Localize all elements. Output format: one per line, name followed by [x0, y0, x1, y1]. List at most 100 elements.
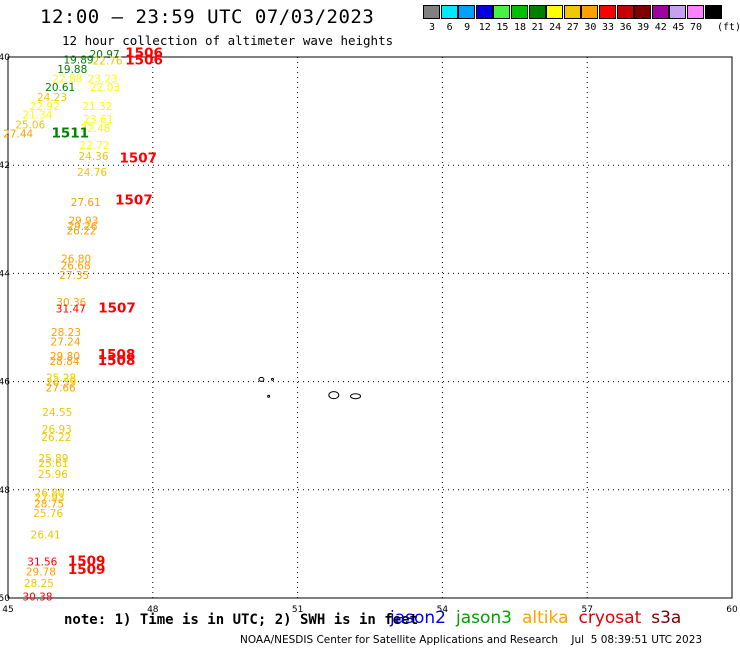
satellite-name: jason2 — [390, 608, 446, 628]
island-outline — [271, 377, 275, 381]
pressure-label: 1507 — [115, 193, 153, 209]
wave-height-value: 22.88 — [52, 73, 82, 85]
wave-height-value: 30.38 — [22, 592, 52, 604]
lat-tick-label: -50 — [0, 594, 10, 604]
pressure-label: 1507 — [98, 300, 136, 316]
credit-line: NOAA/NESDIS Center for Satellite Applica… — [240, 634, 703, 646]
lat-tick-label: -48 — [0, 486, 10, 496]
wave-height-value: 20.61 — [45, 82, 75, 94]
wave-height-value: 25.61 — [38, 458, 68, 470]
wave-height-value: 29.26 — [67, 221, 97, 233]
lon-tick-label: 45 — [2, 605, 13, 615]
wave-height-value: 28.25 — [24, 578, 54, 590]
satellite-legend: jason2 jason3 altika cryosat s3a — [390, 608, 691, 628]
pressure-label: 1508 — [98, 347, 136, 363]
legend-swatch — [651, 5, 669, 19]
island-outline — [258, 376, 265, 382]
pressure-label: 1506 — [125, 46, 163, 62]
wave-height-value: 29.80 — [50, 351, 80, 363]
wave-height-value: 29.78 — [26, 566, 56, 578]
legend-swatch — [599, 5, 616, 19]
wave-height-value: 26.80 — [61, 254, 91, 266]
wave-height-value: 29.93 — [68, 216, 98, 228]
legend-label: 3 — [428, 22, 436, 33]
chart-title: 12:00 – 23:59 UTC 07/03/2023 — [40, 6, 375, 28]
legend-label: 39 — [637, 22, 650, 33]
wave-height-value: 25.76 — [33, 508, 63, 520]
legend-swatch — [581, 5, 599, 19]
wave-height-value: 25.89 — [38, 453, 68, 465]
wave-height-value: 25.96 — [38, 469, 68, 481]
legend-label: 45 — [672, 22, 685, 33]
wave-height-value: 30.36 — [56, 297, 86, 309]
wave-height-value: 26.80 — [35, 487, 65, 499]
legend-swatch — [704, 5, 722, 19]
legend-label: 36 — [619, 22, 632, 33]
legend-swatch — [616, 5, 634, 19]
wave-height-value: 26.39 — [46, 377, 76, 389]
wave-height-value: 26.41 — [31, 529, 61, 541]
lon-tick-label: 57 — [581, 605, 592, 615]
island-outline — [350, 393, 362, 400]
legend-swatch — [563, 5, 581, 19]
lat-tick-label: -46 — [0, 378, 10, 388]
legend-swatch — [423, 5, 440, 19]
legend-swatch — [458, 5, 476, 19]
legend-label: 70 — [689, 22, 703, 33]
legend-swatch — [669, 5, 687, 19]
lon-tick-label: 60 — [726, 605, 738, 615]
legend-label: 30 — [584, 22, 597, 33]
legend-swatch — [546, 5, 564, 19]
satellite-name: jason3 — [456, 608, 512, 628]
legend-swatch — [634, 5, 652, 19]
wave-height-value: 22.03 — [90, 82, 120, 94]
legend-label: 18 — [513, 22, 527, 33]
wave-height-value: 26.93 — [42, 424, 72, 436]
map-frame — [7, 56, 733, 599]
wave-height-value: 21.34 — [22, 110, 52, 122]
satellite-name: s3a — [651, 608, 682, 628]
wave-height-value: 25.28 — [46, 373, 76, 385]
legend-label: 21 — [531, 22, 544, 33]
pressure-label: 1509 — [68, 554, 106, 570]
wave-height-value: 26.22 — [66, 225, 96, 237]
wave-height-value: 24.76 — [77, 167, 107, 179]
wave-height-value: 27.66 — [46, 382, 76, 394]
legend-label: 24 — [549, 22, 562, 33]
wave-height-value: 20.97 — [90, 49, 120, 61]
wave-height-value: 22.92 — [30, 101, 60, 113]
wave-height-value: 19.88 — [57, 64, 87, 76]
legend-swatch — [475, 5, 493, 19]
wave-height-value: 22.48 — [80, 123, 110, 135]
legend-label: 6 — [446, 22, 453, 33]
legend-label: 42 — [654, 22, 667, 33]
satellite-name: altika — [522, 608, 569, 628]
wave-height-value: 27.24 — [50, 336, 80, 348]
pressure-label: 1507 — [119, 150, 157, 166]
wave-height-value: 27.35 — [59, 270, 89, 282]
wave-height-value: 23.23 — [88, 73, 118, 85]
wave-height-value: 31.47 — [56, 303, 86, 315]
legend-swatch — [528, 5, 546, 19]
chart-subtitle: 12 hour collection of altimeter wave hei… — [62, 33, 394, 48]
wave-height-value: 26.68 — [61, 261, 91, 273]
lat-tick-label: -42 — [0, 161, 10, 171]
footnote: note: 1) Time is in UTC; 2) SWH is in fe… — [64, 612, 419, 628]
pressure-label: 1506 — [125, 53, 163, 69]
wave-height-value: 31.56 — [27, 557, 57, 569]
wave-height-value: 19.89 — [64, 54, 94, 66]
wave-height-value: 27.93 — [35, 493, 65, 505]
satellite-name: cryosat — [578, 608, 642, 628]
pressure-label: 1508 — [98, 353, 136, 369]
lon-tick-label: 54 — [437, 605, 449, 615]
island-outline — [267, 394, 271, 398]
wave-height-value: 25.06 — [15, 119, 45, 131]
lat-tick-label: -40 — [0, 53, 10, 63]
lat-tick-label: -44 — [0, 269, 10, 279]
wave-height-value: 24.23 — [37, 92, 67, 104]
wave-height-value: 28.23 — [51, 327, 81, 339]
legend-unit-label: (ft) — [717, 22, 740, 33]
wave-height-value: 22.76 — [92, 56, 122, 68]
legend-label: 33 — [601, 22, 615, 33]
